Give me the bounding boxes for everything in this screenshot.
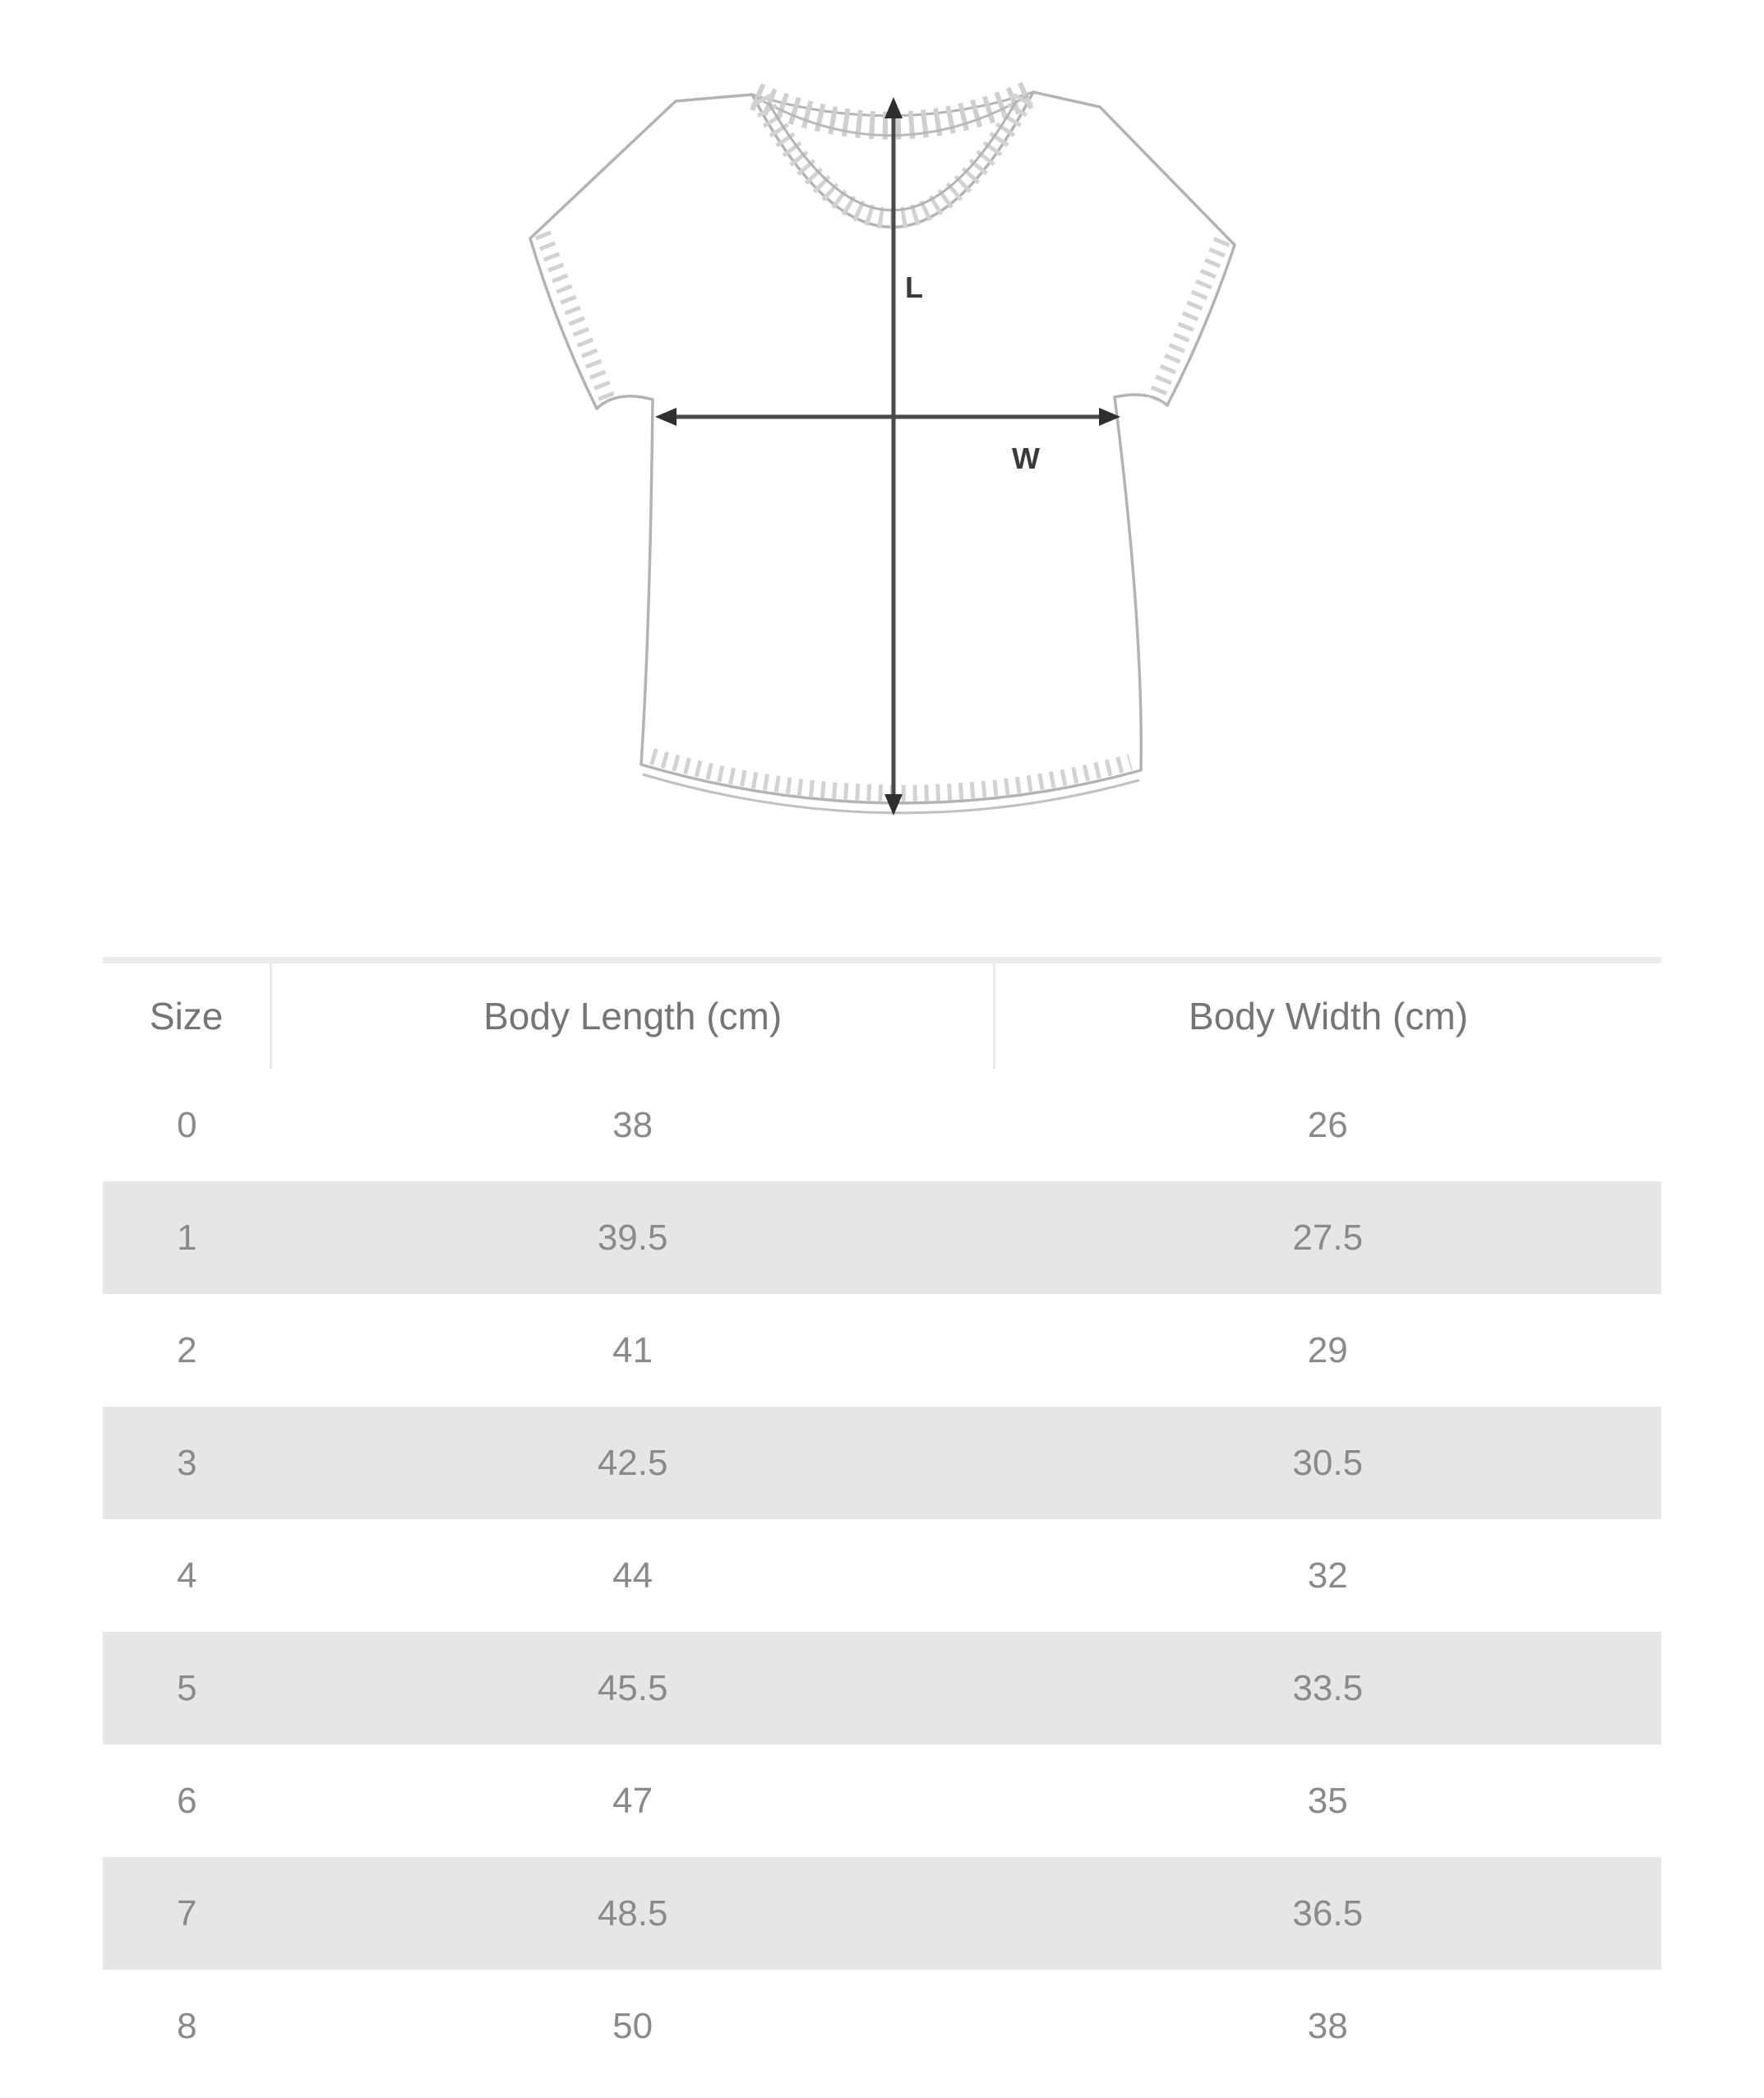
col-header-body-length: Body Length (cm) — [270, 960, 995, 1069]
cell-body-length: 45.5 — [597, 1667, 668, 1708]
cell-size: 7 — [177, 1892, 197, 1934]
table-row: 1 39.5 27.5 — [103, 1181, 1661, 1294]
col-header-body-width: Body Width (cm) — [993, 960, 1661, 1069]
cell-size: 6 — [177, 1780, 197, 1821]
cell-size: 8 — [177, 2005, 197, 2046]
tshirt-diagram: L W — [0, 0, 1764, 957]
cell-body-length: 47 — [612, 1780, 653, 1821]
tshirt-svg: L W — [529, 81, 1236, 816]
cell-size: 4 — [177, 1555, 197, 1596]
table-row: 2 41 29 — [103, 1294, 1661, 1407]
cell-body-width: 35 — [1307, 1780, 1348, 1821]
col-header-size: Size — [103, 960, 271, 1069]
table-row: 5 45.5 33.5 — [103, 1632, 1661, 1744]
table-row: 8 50 38 — [103, 1970, 1661, 2082]
cell-size: 2 — [177, 1329, 197, 1370]
cell-body-length: 42.5 — [597, 1442, 668, 1483]
cell-size: 5 — [177, 1667, 197, 1708]
cell-size: 1 — [177, 1217, 197, 1258]
cell-body-length: 44 — [612, 1555, 653, 1596]
table-row: 0 38 26 — [103, 1069, 1661, 1181]
cell-body-length: 48.5 — [597, 1892, 668, 1934]
tshirt-outline — [529, 90, 1236, 805]
cell-body-length: 50 — [612, 2005, 653, 2046]
width-label: W — [1012, 441, 1040, 475]
cell-body-width: 33.5 — [1292, 1667, 1364, 1708]
cell-body-length: 38 — [612, 1104, 653, 1145]
length-label: L — [905, 270, 923, 304]
table-row: 6 47 35 — [103, 1744, 1661, 1857]
table-row: 4 44 32 — [103, 1519, 1661, 1632]
cell-body-length: 39.5 — [597, 1217, 668, 1258]
right-underarm-seam — [1114, 393, 1168, 407]
cell-size: 0 — [177, 1104, 197, 1145]
left-sleeve-stitch — [534, 230, 617, 407]
table-row: 3 42.5 30.5 — [103, 1407, 1661, 1519]
cell-body-width: 30.5 — [1292, 1442, 1364, 1483]
hem-fold-line — [642, 773, 1140, 815]
left-underarm-seam — [595, 395, 653, 410]
cell-size: 3 — [177, 1442, 197, 1483]
size-chart-table: Size Body Length (cm) Body Width (cm) 0 … — [103, 957, 1661, 2082]
cell-body-width: 38 — [1307, 2005, 1348, 2046]
cell-body-width: 27.5 — [1292, 1217, 1364, 1258]
table-row: 7 48.5 36.5 — [103, 1857, 1661, 1970]
cell-body-length: 41 — [612, 1329, 653, 1370]
width-arrow — [655, 408, 1120, 426]
cell-body-width: 29 — [1307, 1329, 1348, 1370]
header-row: Size Body Length (cm) Body Width (cm) — [103, 960, 1661, 1069]
length-arrow — [884, 97, 903, 816]
cell-body-width: 36.5 — [1292, 1892, 1364, 1934]
cell-body-width: 26 — [1307, 1104, 1348, 1145]
cell-body-width: 32 — [1307, 1555, 1348, 1596]
